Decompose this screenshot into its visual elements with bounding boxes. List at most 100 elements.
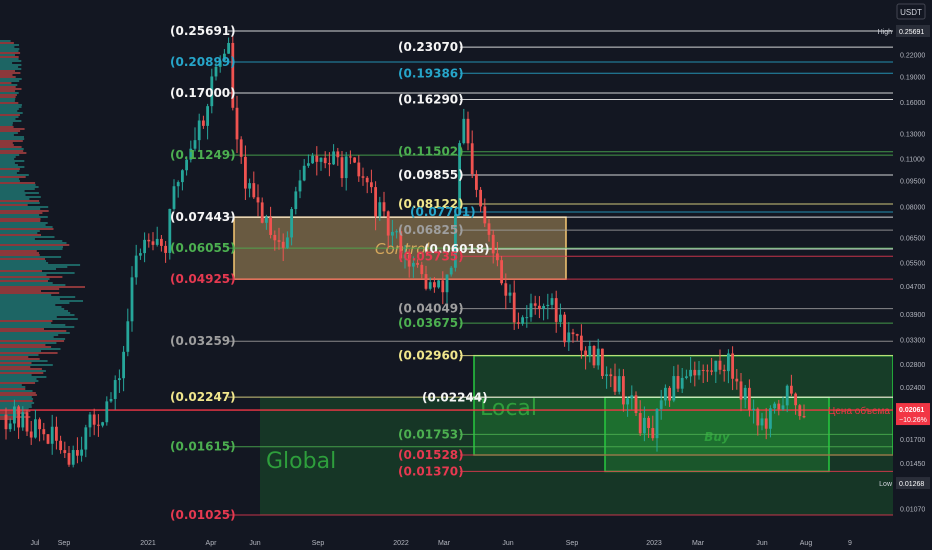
candle-body bbox=[563, 314, 566, 343]
fib-level-label: (0.11249) bbox=[170, 148, 236, 162]
candle-body bbox=[260, 202, 264, 223]
volume-profile-bar bbox=[0, 142, 13, 144]
volume-profile-bar bbox=[0, 138, 25, 140]
x-tick-label: Mar bbox=[692, 540, 705, 547]
candle-body bbox=[25, 412, 29, 432]
volume-profile-bar bbox=[0, 196, 41, 198]
volume-profile-bar bbox=[0, 388, 26, 390]
candle-body bbox=[483, 206, 487, 224]
volume-profile-bar bbox=[0, 182, 36, 184]
volume-profile-bar bbox=[0, 110, 18, 112]
candle-body bbox=[731, 353, 734, 379]
candle-body bbox=[370, 182, 373, 188]
volume-profile-bar bbox=[0, 404, 32, 406]
volume-profile-bar bbox=[0, 192, 39, 194]
volume-profile-bar bbox=[0, 402, 35, 404]
candle-body bbox=[164, 245, 167, 253]
candle-body bbox=[424, 274, 428, 289]
volume-profile-bar bbox=[0, 112, 23, 114]
candle-body bbox=[391, 231, 394, 236]
candle-body bbox=[743, 387, 747, 400]
candle-body bbox=[105, 401, 109, 423]
candle-body bbox=[559, 314, 562, 322]
volume-profile-bar bbox=[0, 358, 40, 360]
candle-body bbox=[357, 162, 361, 177]
volume-profile-bar bbox=[0, 334, 59, 336]
volume-profile-bar bbox=[0, 94, 17, 96]
candle-body bbox=[706, 370, 709, 372]
candle-body bbox=[718, 360, 722, 370]
volume-profile-bar bbox=[0, 76, 16, 78]
candle-body bbox=[638, 413, 642, 434]
fib-level-label: (0.01528) bbox=[398, 448, 464, 462]
price-marker-tag: High bbox=[878, 29, 893, 36]
candle-body bbox=[349, 156, 352, 158]
x-tick-label: 2021 bbox=[140, 540, 156, 547]
volume-profile-bar bbox=[0, 238, 35, 240]
candle-body bbox=[412, 262, 415, 267]
candle-body bbox=[176, 182, 180, 187]
volume-profile-bar bbox=[0, 176, 26, 178]
price-axis[interactable]: USDT 0.22000 0.19000 0.16000 0.13000 0.11000 0… bbox=[878, 0, 932, 550]
volume-profile-bar bbox=[0, 278, 50, 280]
volume-profile-bar bbox=[0, 256, 62, 258]
candle-body bbox=[332, 151, 335, 165]
candle-body bbox=[13, 406, 16, 424]
candle-body bbox=[67, 453, 71, 465]
candle-body bbox=[601, 348, 604, 376]
volume-profile-bar bbox=[0, 160, 25, 162]
candle-body bbox=[239, 139, 243, 157]
candle-body bbox=[143, 239, 146, 254]
candle-body bbox=[118, 378, 121, 381]
volume-profile-bar bbox=[0, 200, 40, 202]
y-tick-label: 0.11000 bbox=[900, 156, 925, 163]
price-marker-tag: Low bbox=[879, 481, 893, 488]
volume-profile-bar bbox=[0, 66, 19, 68]
candle-body bbox=[777, 403, 781, 410]
candle-body bbox=[172, 186, 176, 209]
volume-profile-bar bbox=[0, 186, 39, 188]
volume-profile-bar bbox=[0, 226, 53, 228]
volume-profile-bar bbox=[0, 382, 36, 384]
time-axis[interactable]: Jul Sep 2021 Apr Jun Sep 2022 Mar Jun Sep 2023 Mar J… bbox=[0, 534, 893, 550]
volume-profile-bar bbox=[0, 128, 25, 130]
volume-profile-bar bbox=[0, 88, 22, 90]
candle-body bbox=[512, 292, 516, 323]
volume-profile-bar bbox=[0, 304, 56, 306]
volume-profile-bar bbox=[0, 134, 14, 136]
volume-profile-bar bbox=[0, 398, 34, 400]
x-tick-label: Jun bbox=[756, 540, 767, 547]
currency-button[interactable] bbox=[896, 3, 926, 20]
volume-profile-bar bbox=[0, 130, 21, 132]
candle-body bbox=[714, 360, 718, 372]
candle-body bbox=[80, 449, 83, 456]
volume-profile-bar bbox=[0, 216, 48, 218]
candle-body bbox=[281, 241, 285, 248]
y-tick-label: 0.02400 bbox=[900, 385, 925, 392]
candle-body bbox=[361, 176, 365, 178]
candle-body bbox=[529, 303, 533, 318]
candle-body bbox=[353, 157, 356, 163]
volume-profile-bar bbox=[0, 178, 20, 180]
fib-level-label: (0.23070) bbox=[398, 40, 464, 54]
candle-body bbox=[508, 292, 512, 296]
candle-body bbox=[449, 267, 453, 275]
y-tick-label: 0.05500 bbox=[900, 261, 925, 268]
candle-body bbox=[273, 234, 277, 241]
candle-body bbox=[155, 238, 159, 245]
candle-body bbox=[542, 305, 545, 309]
candles bbox=[4, 35, 806, 468]
candle-body bbox=[55, 426, 58, 441]
volume-profile-bar bbox=[0, 198, 30, 200]
zone-label-local: Local bbox=[480, 396, 537, 421]
candle-body bbox=[491, 234, 495, 254]
volume-profile-bar bbox=[0, 324, 66, 326]
volume-profile-bar bbox=[0, 204, 28, 206]
candle-body bbox=[63, 450, 67, 454]
volume-profile-bar bbox=[0, 64, 22, 66]
candle-body bbox=[756, 408, 760, 426]
volume-profile-bar bbox=[0, 266, 68, 268]
candle-body bbox=[315, 155, 319, 162]
